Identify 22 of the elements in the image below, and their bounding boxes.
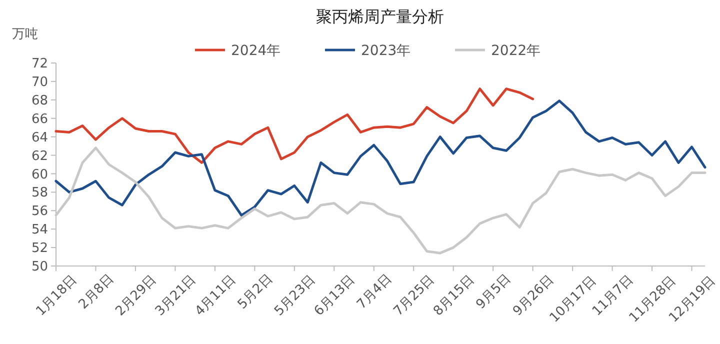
legend-label: 2024年 — [231, 42, 281, 59]
y-tick-label: 64 — [31, 130, 48, 146]
chart-title: 聚丙烯周产量分析 — [316, 7, 444, 26]
y-tick-label: 60 — [31, 167, 48, 182]
legend-label: 2023年 — [361, 42, 411, 59]
line-series — [54, 146, 706, 254]
x-tick-label: 9月5日 — [473, 272, 514, 312]
y-tick-label: 62 — [31, 148, 48, 164]
y-axis-title: 万吨 — [12, 27, 38, 42]
y-tick-label: 72 — [31, 56, 48, 72]
y-tick-label: 66 — [31, 112, 48, 127]
y-tick-label: 56 — [31, 204, 48, 220]
line-series — [54, 100, 706, 216]
y-tick-label: 54 — [31, 222, 48, 238]
y-tick-label: 68 — [31, 93, 48, 108]
y-tick-label: 58 — [31, 186, 48, 201]
y-tick-label: 70 — [31, 75, 48, 90]
y-tick-label: 52 — [31, 241, 48, 256]
y-tick-label: 50 — [31, 260, 48, 275]
line-series — [54, 88, 534, 164]
legend-label: 2022年 — [491, 42, 541, 59]
x-tick-label: 7月4日 — [354, 272, 395, 312]
